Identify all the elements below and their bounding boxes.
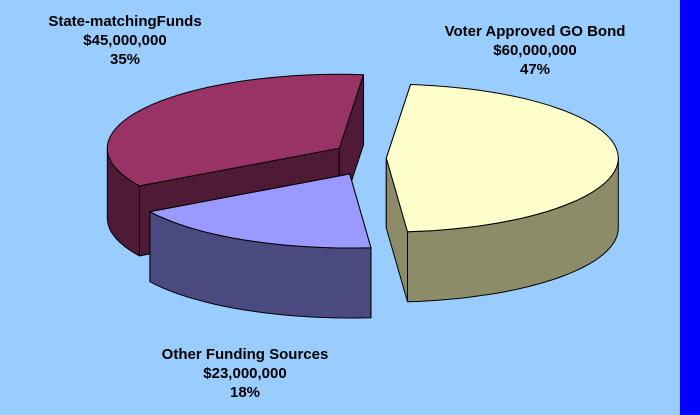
slice-state-matching [106,73,364,187]
label-state-matching: State-matchingFunds $45,000,000 35% [20,12,230,69]
label-go-bond: Voter Approved GO Bond $60,000,000 47% [395,22,675,79]
label-other-funding-percent: 18% [229,384,261,401]
label-state-matching-name: State-matchingFunds [48,13,202,30]
slice-other-funding [149,173,372,249]
pie-chart [106,73,619,319]
label-other-funding-amount: $23,000,000 [203,365,287,382]
label-go-bond-amount: $60,000,000 [493,42,577,59]
label-go-bond-name: Voter Approved GO Bond [444,23,626,40]
slice-go-bond [385,84,619,233]
label-other-funding: Other Funding Sources $23,000,000 18% [115,345,375,402]
label-state-matching-amount: $45,000,000 [83,32,167,49]
label-other-funding-name: Other Funding Sources [161,346,329,363]
chart-area: Voter Approved GO Bond $60,000,000 47% O… [0,0,680,415]
label-state-matching-percent: 35% [109,51,141,68]
label-go-bond-percent: 47% [519,61,551,78]
